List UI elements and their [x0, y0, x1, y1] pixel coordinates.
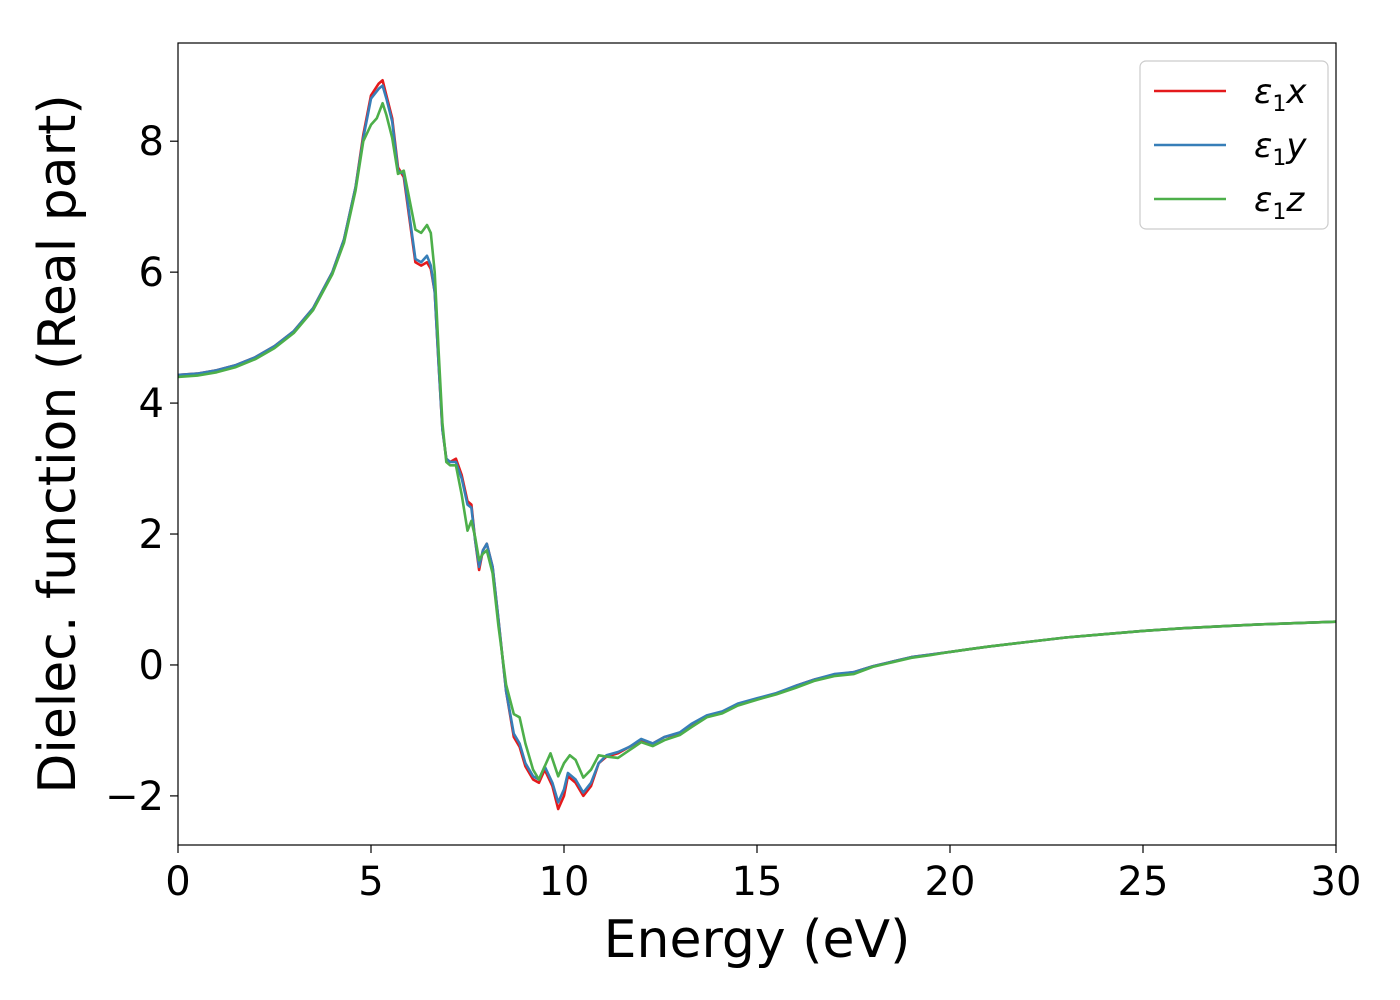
- legend: ε1x ε1y ε1z: [1139, 60, 1329, 230]
- y-axis-title: Dielec. function (Real part): [28, 94, 88, 793]
- y-tick-label: 4: [139, 381, 164, 427]
- legend-label-y: ε1y: [1254, 126, 1307, 171]
- y-tick-label: 0: [139, 643, 164, 689]
- series-line-z: [178, 101, 1336, 781]
- x-tick-label: 30: [1311, 859, 1362, 905]
- x-tick-label: 5: [358, 859, 383, 905]
- x-axis: 0 5 10 15 20 25 30: [165, 845, 1361, 905]
- legend-box: [1139, 60, 1329, 230]
- y-tick-label: 2: [139, 512, 164, 558]
- plot-area: [178, 79, 1336, 811]
- y-tick-label: 6: [139, 250, 164, 296]
- y-tick-label: −2: [105, 774, 164, 820]
- x-tick-label: 15: [732, 859, 783, 905]
- x-tick-label: 10: [539, 859, 590, 905]
- x-tick-label: 20: [925, 859, 976, 905]
- legend-label-z: ε1z: [1254, 180, 1305, 225]
- y-tick-label: 8: [139, 119, 164, 165]
- x-axis-title: Energy (eV): [604, 910, 911, 970]
- x-tick-label: 0: [165, 859, 190, 905]
- y-axis: −2 0 2 4 6 8: [105, 119, 178, 820]
- legend-label-x: ε1x: [1254, 72, 1307, 117]
- x-tick-label: 25: [1118, 859, 1169, 905]
